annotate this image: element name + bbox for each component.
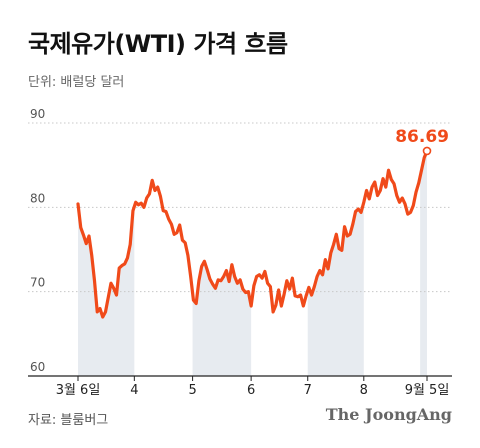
last-point-marker bbox=[422, 146, 432, 156]
chart-title: 국제유가(WTI) 가격 흐름 bbox=[28, 30, 288, 58]
source-label: 자료: 블룸버그 bbox=[28, 413, 109, 428]
x-tick-label: 5 bbox=[188, 383, 196, 398]
unit-label: 단위: 배럴당 달러 bbox=[28, 75, 125, 90]
y-tick-label: 60 bbox=[30, 360, 45, 374]
x-tick-label: 3월 6일 bbox=[56, 383, 101, 398]
wti-price-line bbox=[76, 149, 429, 319]
shaded-band bbox=[420, 150, 427, 376]
shaded-band bbox=[78, 150, 135, 376]
x-tick-label: 6 bbox=[247, 383, 255, 398]
y-tick-label: 70 bbox=[30, 276, 45, 290]
shaded-band bbox=[307, 150, 364, 376]
x-tick-label: 9월 5일 bbox=[405, 383, 450, 398]
x-tick-label: 4 bbox=[130, 383, 138, 398]
last-value-label: 86.69 bbox=[395, 127, 449, 147]
shaded-band bbox=[192, 150, 252, 376]
x-tick-label: 7 bbox=[304, 383, 312, 398]
y-tick-label: 90 bbox=[30, 107, 45, 121]
publisher-logo: The JoongAng bbox=[325, 405, 452, 424]
y-tick-label: 80 bbox=[30, 191, 45, 205]
x-tick-label: 8 bbox=[360, 383, 368, 398]
